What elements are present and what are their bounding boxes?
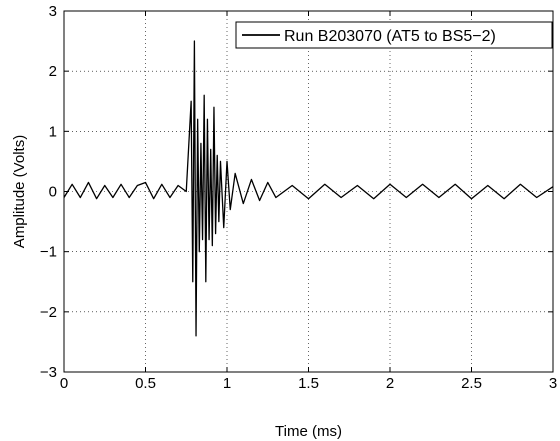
x-tick-label: 2.5 <box>461 375 482 392</box>
y-axis-label: Amplitude (Volts) <box>11 135 28 248</box>
x-tick-labels: 0 0.5 1 1.5 2 2.5 3 <box>60 375 557 392</box>
x-tick-label: 0.5 <box>135 375 156 392</box>
y-tick-label: 0 <box>49 184 57 201</box>
x-tick-label: 1.5 <box>298 375 319 392</box>
y-tick-label: −1 <box>40 244 57 261</box>
y-tick-label: 3 <box>49 3 57 20</box>
legend: Run B203070 (AT5 to BS5−2) <box>235 21 553 49</box>
series-line <box>63 40 554 337</box>
y-tick-label: 1 <box>49 123 57 140</box>
legend-entry: Run B203070 (AT5 to BS5−2) <box>284 28 496 45</box>
x-tick-label: 2 <box>386 375 394 392</box>
plot-area <box>63 40 554 337</box>
y-tick-label: −3 <box>40 364 57 381</box>
legend-box <box>235 21 553 49</box>
x-tick-label: 1 <box>223 375 231 392</box>
x-tick-label: 3 <box>549 375 557 392</box>
x-tick-label: 0 <box>60 375 68 392</box>
y-tick-label: 2 <box>49 63 57 80</box>
grid <box>64 11 553 372</box>
x-axis-label: Time (ms) <box>275 423 342 440</box>
y-tick-labels: −3 −2 −1 0 1 2 3 <box>40 3 57 381</box>
y-tick-label: −2 <box>40 304 57 321</box>
